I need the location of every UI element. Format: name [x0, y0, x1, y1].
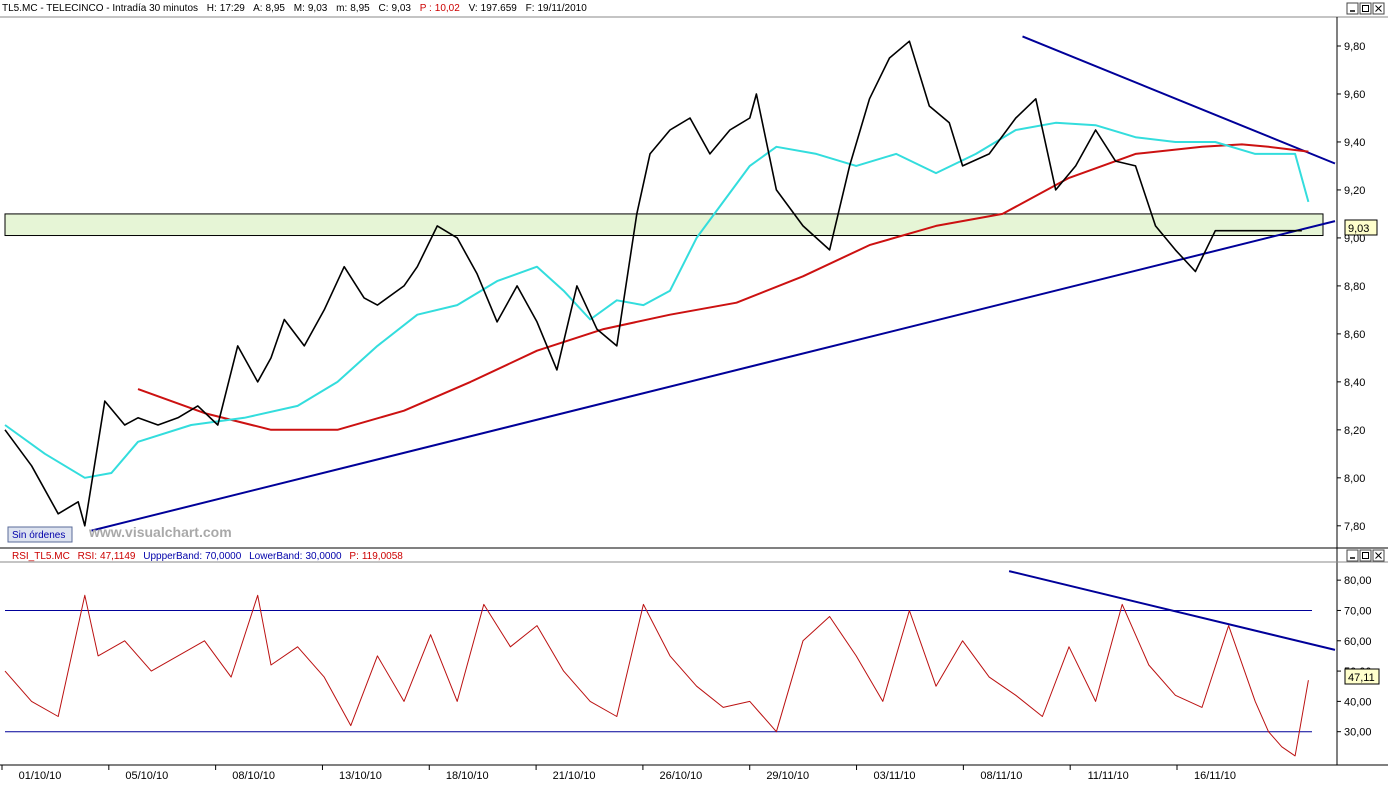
rsi-tick-label: 30,00	[1344, 727, 1372, 739]
price-panel-controls	[1346, 2, 1385, 15]
rsi-maximize-icon[interactable]	[1359, 549, 1372, 562]
x-tick-label: 21/10/10	[553, 770, 596, 782]
price-tick-label: 9,00	[1344, 233, 1365, 245]
price-series-price	[4, 40, 1302, 527]
price-tick-label: 7,80	[1344, 521, 1365, 533]
price-panel	[0, 0, 1388, 548]
x-tick-label: 08/10/10	[232, 770, 275, 782]
rsi-tick-label: 40,00	[1344, 696, 1372, 708]
price-header-symbol: TL5.MC	[2, 3, 38, 14]
price-header: TL5.MC - TELECINCO - Intradía 30 minutos…	[2, 3, 587, 14]
rsi-tick-label: 70,00	[1344, 605, 1372, 617]
price-header-c: 9,03	[391, 3, 411, 14]
price-header-a: 8,95	[266, 3, 286, 14]
price-header-m: 9,03	[308, 3, 328, 14]
x-tick-label: 26/10/10	[659, 770, 702, 782]
price-tick-label: 9,60	[1344, 89, 1365, 101]
price-tick-label: 9,80	[1344, 41, 1365, 53]
rsi-panel-controls	[1346, 549, 1385, 562]
price-tick-label: 8,20	[1344, 425, 1365, 437]
last-price-badge: 9,03	[1344, 219, 1378, 236]
price-header-mn: 8,95	[350, 3, 370, 14]
price-tick-label: 9,20	[1344, 185, 1365, 197]
price-header-interval: Intradía 30 minutos	[112, 3, 198, 14]
rsi-tick-label: 60,00	[1344, 636, 1372, 648]
rsi-series-group	[4, 570, 1336, 757]
x-tick-label: 29/10/10	[766, 770, 809, 782]
price-zone-group	[4, 213, 1324, 237]
rsi-header-upper: 70,0000	[205, 551, 242, 562]
price-series-sma-fast	[4, 121, 1310, 479]
orders-button[interactable]: Sin órdenes	[7, 526, 73, 543]
price-series-group	[4, 35, 1336, 532]
orders-button-label: Sin órdenes	[12, 530, 65, 541]
price-tick-label: 8,40	[1344, 377, 1365, 389]
x-tick-label: 03/11/10	[874, 770, 916, 782]
last-rsi-badge: 47,11	[1344, 668, 1380, 685]
price-series-trendline-support	[91, 220, 1336, 532]
price-tick-label: 8,00	[1344, 473, 1365, 485]
x-tick-label: 05/10/10	[125, 770, 168, 782]
rsi-close-icon[interactable]	[1372, 549, 1385, 562]
rsi-header-p: 119,0058	[362, 551, 403, 562]
x-tick-label: 11/11/10	[1088, 770, 1129, 782]
rsi-header: RSI_TL5.MC RSI: 47,1149 UppperBand: 70,000…	[12, 551, 403, 562]
x-tick-label: 01/10/10	[19, 770, 62, 782]
price-header-f: 19/11/2010	[538, 3, 588, 14]
watermark: www.visualchart.com	[88, 524, 232, 540]
price-header-p: 10,02	[435, 3, 460, 14]
last-price-value: 9,03	[1348, 223, 1369, 235]
rsi-minimize-icon[interactable]	[1346, 549, 1359, 562]
minimize-icon[interactable]	[1346, 2, 1359, 15]
x-tick-label: 08/11/10	[980, 770, 1022, 782]
price-series-sma-slow	[137, 143, 1309, 431]
rsi-tick-label: 80,00	[1344, 575, 1372, 587]
price-tick-label: 8,60	[1344, 329, 1365, 341]
price-axis-ticks: 7,80 8,00 8,20 8,40 8,60 8,80 9,00 9,20 9,40 9,60…	[1337, 41, 1365, 533]
price-zone-band	[4, 213, 1324, 237]
last-rsi-value: 47,11	[1348, 672, 1375, 684]
rsi-series-trendline-rsi	[1008, 570, 1336, 651]
close-icon[interactable]	[1372, 2, 1385, 15]
rsi-header-name: RSI_TL5.MC	[12, 551, 70, 562]
price-tick-label: 9,40	[1344, 137, 1365, 149]
price-header-v: 197.659	[481, 3, 518, 14]
x-axis-ticks: 01/10/10 05/10/10 08/10/10 13/10/10 18/10/10…	[1, 765, 1236, 782]
x-tick-label: 16/11/10	[1194, 770, 1236, 782]
maximize-icon[interactable]	[1359, 2, 1372, 15]
rsi-header-lower: 30,0000	[305, 551, 342, 562]
price-header-h: 17:29	[220, 3, 245, 14]
rsi-header-value: 47,1149	[100, 551, 136, 562]
price-tick-label: 8,80	[1344, 281, 1365, 293]
x-tick-label: 13/10/10	[339, 770, 382, 782]
rsi-series-rsi	[4, 594, 1309, 757]
x-tick-label: 18/10/10	[446, 770, 489, 782]
price-header-name: TELECINCO	[46, 3, 103, 14]
price-series-trendline-resistance	[1022, 35, 1336, 165]
